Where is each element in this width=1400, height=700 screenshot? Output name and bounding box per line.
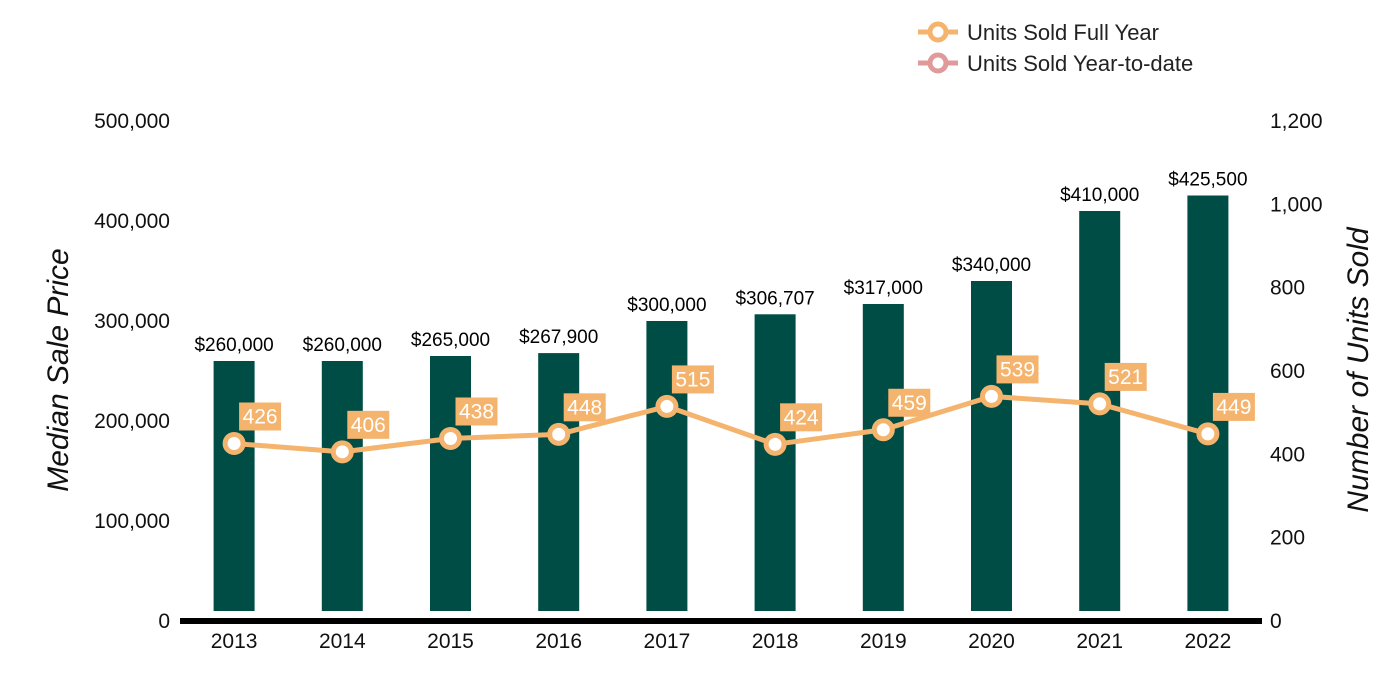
data-label-box	[1104, 362, 1147, 391]
x-tick-label: 2016	[535, 630, 582, 653]
y2-tick-label: 600	[1270, 360, 1305, 383]
x-tick-label: 2015	[427, 630, 474, 653]
bar-value-label: $425,500	[1168, 170, 1247, 191]
bar	[754, 314, 796, 611]
y2-tick-label: 1,200	[1270, 110, 1323, 133]
legend-label: Units Sold Full Year	[967, 20, 1159, 45]
data-label: 521	[1108, 366, 1143, 389]
data-label-box	[239, 402, 282, 431]
data-label-box	[455, 397, 498, 426]
data-label-box	[1212, 392, 1255, 421]
bar-value-label: $410,000	[1060, 185, 1139, 206]
legend: Units Sold Full Year Units Sold Year-to-d…	[918, 20, 1193, 76]
y-tick-label: 200,000	[94, 410, 170, 433]
x-tick-label: 2014	[319, 630, 366, 653]
data-label: 515	[675, 368, 710, 391]
data-label: 438	[459, 401, 494, 424]
bar	[430, 356, 471, 611]
data-point	[547, 422, 571, 446]
data-label: 406	[351, 414, 386, 437]
x-tick-label: 2020	[968, 630, 1015, 653]
bar-series: $260,000 $260,000 $265,000 $267,900 $300,000…	[194, 170, 1248, 611]
data-point	[871, 418, 895, 442]
bar	[862, 304, 904, 611]
data-label: 426	[243, 406, 278, 429]
y-tick-label: 300,000	[94, 310, 170, 333]
y-tick-label: 0	[158, 610, 170, 633]
data-label-box	[347, 410, 390, 439]
y2-axis-title: Number of Units Sold	[1342, 226, 1375, 512]
x-tick-label: 2022	[1185, 630, 1232, 653]
x-tick-label: 2021	[1076, 630, 1123, 653]
data-point	[222, 432, 246, 455]
data-label-box	[671, 365, 714, 394]
data-point	[763, 432, 787, 456]
bar-value-label: $267,900	[519, 327, 598, 348]
bar-value-label: $265,000	[411, 330, 490, 351]
y2-tick-label: 200	[1270, 527, 1305, 550]
x-tick-label: 2017	[644, 630, 691, 653]
data-label: 459	[892, 392, 927, 415]
y-axis-title: Median Sale Price	[42, 248, 75, 491]
y2-tick-label: 1,000	[1270, 193, 1323, 216]
data-label-box	[780, 403, 823, 432]
x-tick-label: 2018	[752, 630, 799, 653]
data-label-box	[996, 355, 1039, 384]
legend-marker	[927, 21, 949, 43]
data-label: 448	[567, 396, 602, 419]
bar-value-label: $306,707	[735, 288, 814, 309]
y-axis-left: 0 100,000 200,000 300,000 400,000 500,000	[94, 110, 170, 633]
y-axis-right: 0 200 400 600 800 1,000 1,200	[1270, 110, 1323, 633]
data-point	[655, 394, 679, 418]
data-label-box	[888, 388, 931, 417]
bar	[213, 361, 255, 611]
data-point	[330, 440, 354, 464]
x-tick-label: 2019	[860, 630, 907, 653]
bar	[971, 281, 1012, 611]
y-tick-label: 100,000	[94, 510, 170, 533]
data-point	[1088, 392, 1112, 416]
data-label-box	[563, 393, 606, 422]
bar	[646, 321, 688, 611]
y2-tick-label: 0	[1270, 610, 1282, 633]
x-axis: 2013 2014 2015 2016 2017 2018 2019 2020 2021 2022	[211, 630, 1232, 653]
legend-label: Units Sold Year-to-date	[967, 51, 1193, 76]
data-label: 449	[1216, 396, 1251, 419]
data-label: 424	[784, 406, 819, 429]
bar-value-label: $260,000	[194, 335, 273, 356]
bar-value-label: $317,000	[844, 278, 923, 299]
series-line	[233, 393, 1209, 455]
y-tick-label: 500,000	[94, 110, 170, 133]
y2-tick-label: 400	[1270, 443, 1305, 466]
y-tick-label: 400,000	[94, 210, 170, 233]
bar	[538, 353, 580, 611]
bar	[321, 361, 363, 611]
legend-marker	[927, 52, 949, 74]
bar-value-label: $340,000	[952, 255, 1031, 276]
bar-value-label: $300,000	[627, 295, 706, 316]
line-series: 426 406 438 448 515 424 459 539 521 449	[222, 355, 1255, 464]
data-point	[980, 384, 1003, 408]
data-label: 539	[1000, 358, 1035, 381]
x-tick-label: 2013	[211, 630, 258, 653]
data-point	[1196, 422, 1220, 446]
y2-tick-label: 800	[1270, 277, 1305, 300]
bar-value-label: $260,000	[303, 335, 382, 356]
data-point	[439, 427, 462, 450]
